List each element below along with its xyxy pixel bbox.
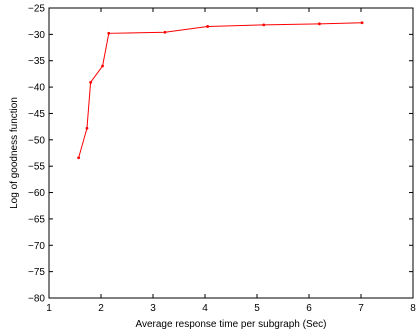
series-line bbox=[78, 22, 363, 158]
x-tick-label: 6 bbox=[306, 303, 312, 314]
y-tick-label: −75 bbox=[28, 267, 45, 278]
data-point bbox=[89, 80, 92, 84]
x-tick-label: 7 bbox=[358, 303, 364, 314]
x-tick-label: 5 bbox=[254, 303, 260, 314]
y-tick-label: −45 bbox=[28, 109, 45, 120]
data-point bbox=[318, 22, 321, 26]
y-tick-label: −70 bbox=[28, 241, 45, 252]
x-tick-label: 4 bbox=[202, 303, 208, 314]
data-point bbox=[101, 64, 104, 68]
y-axis-label: Log of goodness function bbox=[9, 97, 20, 209]
data-point bbox=[77, 156, 81, 160]
y-tick-label: −50 bbox=[28, 135, 45, 146]
data-point bbox=[360, 21, 364, 25]
x-axis-ticks: 1 2 3 4 5 6 7 8 bbox=[46, 8, 416, 314]
y-tick-label: −35 bbox=[28, 56, 45, 67]
data-point bbox=[262, 23, 266, 27]
x-tick-label: 1 bbox=[46, 303, 52, 314]
data-point bbox=[206, 25, 210, 28]
data-point bbox=[85, 126, 89, 130]
y-tick-label: −55 bbox=[28, 162, 45, 173]
y-tick-label: −40 bbox=[28, 83, 45, 94]
x-axis-label: Average response time per subgraph (Sec) bbox=[135, 319, 326, 330]
y-tick-label: −80 bbox=[28, 294, 45, 305]
y-axis-ticks: −25 −30 −35 −40 −45 −50 −55 −60 −65 −70 −75 −80 bbox=[28, 4, 413, 305]
x-tick-label: 3 bbox=[150, 303, 156, 314]
data-point bbox=[107, 31, 111, 35]
series-layer bbox=[77, 21, 364, 160]
y-tick-label: −60 bbox=[28, 188, 45, 199]
y-tick-label: −65 bbox=[28, 214, 45, 225]
plot-area bbox=[48, 7, 414, 299]
y-tick-label: −30 bbox=[28, 30, 45, 41]
y-tick-label: −25 bbox=[28, 4, 45, 15]
x-tick-label: 8 bbox=[410, 303, 416, 314]
data-point bbox=[163, 30, 167, 34]
x-tick-label: 2 bbox=[98, 303, 104, 314]
